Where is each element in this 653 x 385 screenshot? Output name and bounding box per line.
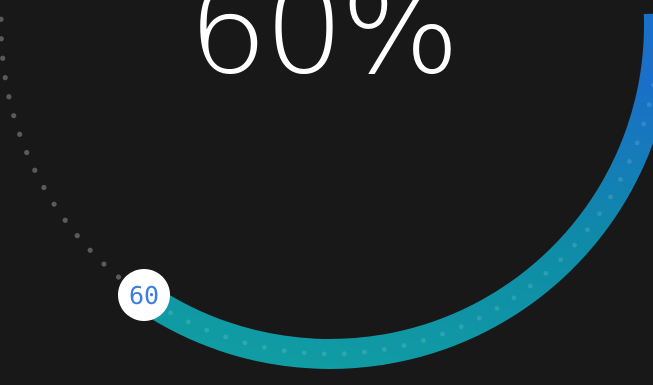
track-dot — [74, 233, 80, 239]
track-dot — [0, 36, 4, 42]
progress-arc — [137, 13, 653, 369]
arc-dot — [381, 347, 387, 352]
arc-dot — [321, 351, 327, 357]
arc-dot — [223, 334, 229, 340]
percent-readout: 60% — [188, 0, 460, 102]
arc-dot — [511, 295, 517, 301]
arc-dot — [558, 257, 563, 263]
track-dot — [41, 184, 47, 191]
track-dot — [6, 94, 12, 100]
remaining-track-dots — [0, 16, 122, 280]
gauge-slider-knob[interactable]: 60 — [118, 269, 170, 321]
track-dot — [17, 131, 23, 137]
track-dot — [87, 247, 93, 253]
arc-dot — [168, 310, 173, 316]
track-dot — [0, 16, 4, 22]
arc-dot — [262, 345, 267, 350]
arc-dot — [608, 194, 613, 200]
arc-dot — [204, 327, 210, 333]
arc-dot — [440, 331, 445, 337]
arc-dot — [242, 340, 248, 346]
arc-dot — [301, 350, 307, 356]
arc-dot — [634, 140, 640, 146]
arc-dot — [401, 343, 407, 348]
arc-dot — [281, 348, 287, 354]
track-dot — [51, 201, 57, 207]
track-dot — [0, 55, 6, 61]
track-dot — [32, 167, 38, 173]
arc-dot — [618, 177, 623, 182]
track-dot — [11, 113, 17, 119]
arc-dot — [458, 324, 464, 330]
arc-dot — [543, 270, 549, 276]
track-dot — [101, 261, 107, 267]
arc-dot — [341, 351, 347, 357]
arc-dot — [585, 227, 590, 233]
arc-dot — [185, 319, 191, 325]
arc-dot — [641, 121, 647, 127]
knob-value-label: 60 — [128, 280, 160, 310]
track-dot — [115, 274, 122, 280]
arc-dot — [572, 242, 577, 248]
arc-dot — [527, 283, 533, 289]
arc-dot — [361, 349, 367, 355]
arc-dot — [421, 338, 426, 343]
track-dot — [2, 75, 8, 81]
arc-dot — [646, 102, 652, 107]
track-dot — [24, 149, 30, 156]
arc-dot — [494, 306, 500, 311]
arc-dot — [476, 315, 482, 321]
arc-dot — [597, 211, 602, 217]
track-dot — [62, 217, 68, 223]
progress-arc-dots — [168, 82, 653, 357]
arc-dot — [626, 159, 632, 164]
